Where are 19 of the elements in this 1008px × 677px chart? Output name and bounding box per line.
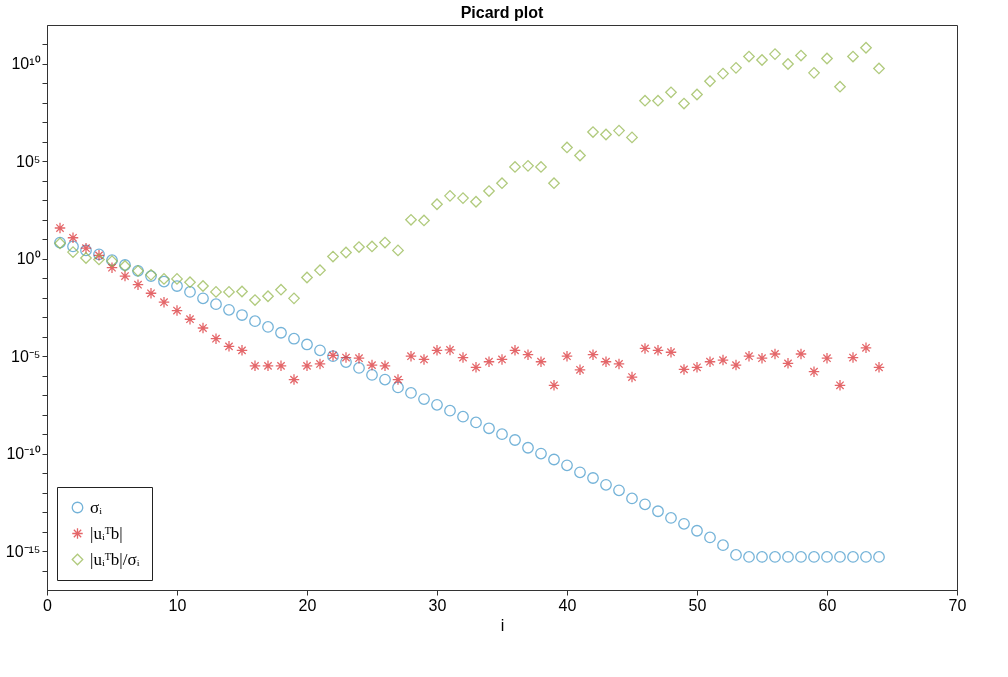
x-tick-label: 40 bbox=[558, 596, 577, 614]
legend-label: |uᵢᵀb|/σᵢ bbox=[90, 549, 140, 569]
x-axis-title: i bbox=[500, 616, 505, 634]
x-tick-label: 50 bbox=[688, 596, 707, 614]
x-tick-label: 60 bbox=[818, 596, 837, 614]
y-tick-label: 10⁰ bbox=[16, 250, 41, 268]
x-tick-label: 0 bbox=[43, 596, 53, 614]
y-tick-label: 10¹⁰ bbox=[11, 55, 41, 73]
x-tick-label: 70 bbox=[948, 596, 967, 614]
x-tick-label: 30 bbox=[428, 596, 447, 614]
y-tick-label: 10⁻⁵ bbox=[11, 347, 41, 365]
y-tick-label: 10⁻¹⁰ bbox=[6, 445, 41, 463]
legend-label: σᵢ bbox=[90, 497, 103, 517]
x-tick-label: 10 bbox=[168, 596, 187, 614]
chart-title: Picard plot bbox=[460, 4, 545, 21]
x-tick-label: 20 bbox=[298, 596, 317, 614]
legend-label: |uᵢᵀb| bbox=[90, 523, 123, 543]
y-tick-label: 10⁻¹⁵ bbox=[5, 542, 41, 560]
y-tick-label: 10⁵ bbox=[16, 152, 41, 170]
